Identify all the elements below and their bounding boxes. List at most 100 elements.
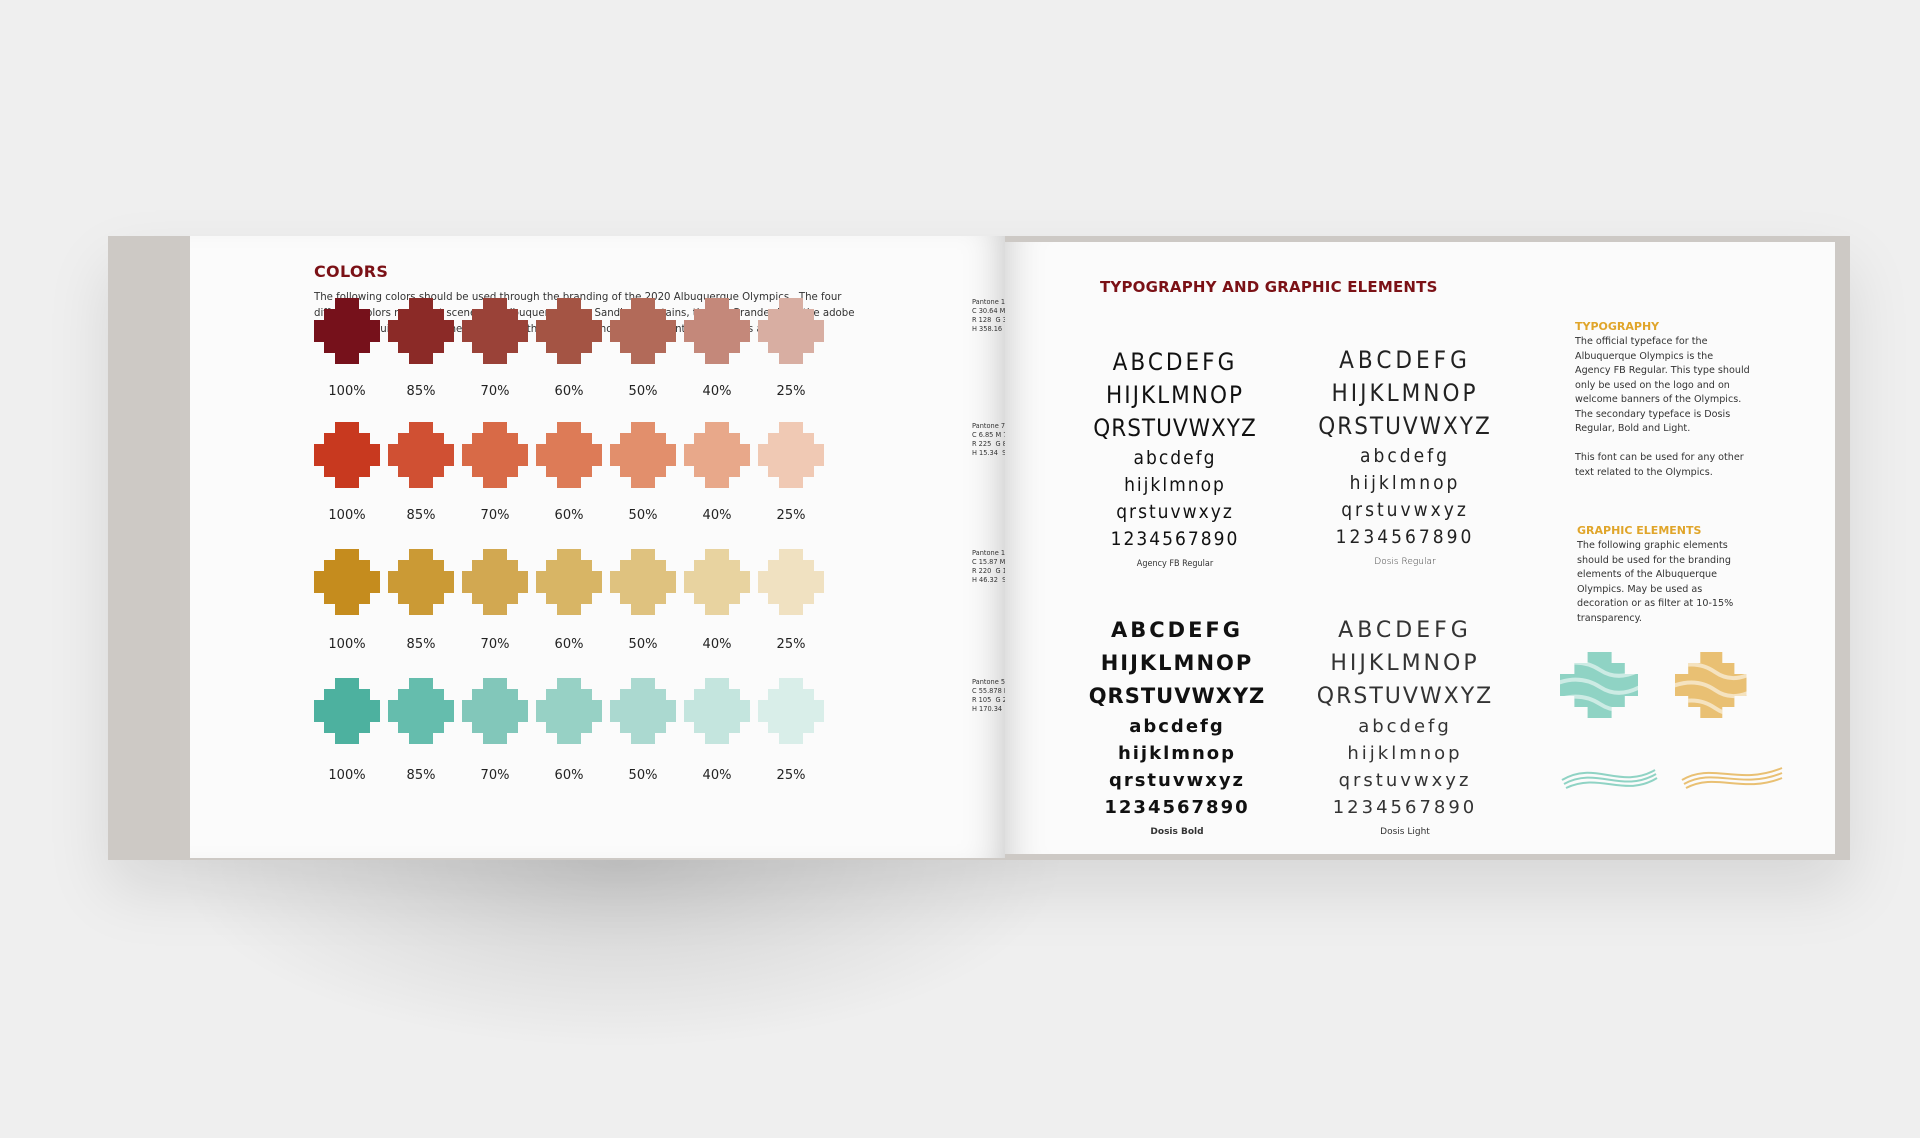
- color-swatch: [388, 298, 454, 364]
- tint-label: 50%: [628, 508, 658, 523]
- specimen-caption: Dosis Regular: [1374, 557, 1436, 567]
- color-swatch: [314, 678, 380, 744]
- specimen-caption: Dosis Light: [1380, 827, 1430, 837]
- specimen-line: 1234567890: [1104, 797, 1250, 818]
- gold-cross-pattern: [1675, 652, 1747, 718]
- specimen-line: qrstuvwxyz: [1341, 499, 1469, 521]
- tint-label: 100%: [328, 508, 366, 523]
- palette-row-adobe-orange: 100% 85% 70% 60% 50% 40% 25% Pantone 7579 C C 6…: [314, 422, 1005, 532]
- graphic-elements-samples: [1560, 652, 1783, 789]
- typography-title: TYPOGRAPHY AND GRAPHIC ELEMENTS: [1100, 278, 1438, 296]
- tint-label: 60%: [554, 768, 584, 783]
- specimen-line: hijklmnop: [1124, 474, 1226, 496]
- specimen-line: hijklmnop: [1347, 743, 1463, 764]
- tint-label: 25%: [776, 508, 806, 523]
- tint-label: 50%: [628, 384, 658, 399]
- color-spec: Pantone 1815 C C 30.64 M 92.5 Y 82.14 K …: [972, 298, 1005, 333]
- tint-label: 40%: [702, 768, 732, 783]
- color-swatch: [314, 422, 380, 488]
- color-swatch: [314, 298, 380, 364]
- specimen-line: abcdefg: [1360, 445, 1450, 467]
- specimen-line: QRSTUVWXYZ: [1088, 684, 1266, 708]
- specimen-line: 1234567890: [1110, 528, 1240, 550]
- specimen-dosis-regular: ABCDEFG HIJKLMNOP QRSTUVWXYZ abcdefg hij…: [1300, 344, 1510, 567]
- color-swatch: [536, 422, 602, 488]
- specimen-line: qrstuvwxyz: [1108, 770, 1246, 791]
- tint-label: 70%: [480, 768, 510, 783]
- tint-label: 25%: [776, 768, 806, 783]
- specimen-dosis-bold: ABCDEFG HIJKLMNOP QRSTUVWXYZ abcdefg hij…: [1067, 614, 1287, 837]
- tint-label: 85%: [406, 384, 436, 399]
- typography-notes: TYPOGRAPHY The official typeface for the…: [1575, 320, 1750, 480]
- tint-label: 70%: [480, 637, 510, 652]
- specimen-line: ABCDEFG: [1110, 618, 1244, 642]
- color-swatch: [758, 422, 824, 488]
- tint-label: 50%: [628, 637, 658, 652]
- specimen-line: qrstuvwxyz: [1116, 501, 1234, 523]
- tint-label: 70%: [480, 508, 510, 523]
- specimen-line: QRSTUVWXYZ: [1318, 412, 1492, 440]
- color-swatch: [462, 678, 528, 744]
- tint-label: 60%: [554, 384, 584, 399]
- specimen-caption: Agency FB Regular: [1136, 559, 1214, 569]
- tint-label: 25%: [776, 637, 806, 652]
- specimen-agency-fb: ABCDEFG HIJKLMNOP QRSTUVWXYZ abcdefg hij…: [1090, 346, 1260, 569]
- color-swatch: [314, 549, 380, 615]
- colors-page: COLORS The following colors should be us…: [190, 236, 1005, 858]
- color-swatch: [388, 678, 454, 744]
- specimen-line: ABCDEFG: [1339, 346, 1471, 374]
- specimen-line: ABCDEFG: [1112, 348, 1238, 376]
- specimen-line: HIJKLMNOP: [1100, 651, 1254, 675]
- typography-page: TYPOGRAPHY AND GRAPHIC ELEMENTS ABCDEFG …: [1005, 242, 1835, 854]
- color-swatch: [684, 678, 750, 744]
- tint-label: 40%: [702, 384, 732, 399]
- color-swatch: [462, 549, 528, 615]
- tint-label: 100%: [328, 637, 366, 652]
- color-swatch: [536, 549, 602, 615]
- color-swatch: [536, 298, 602, 364]
- palette-row-river-teal: 100% 85% 70% 60% 50% 40% 25% Pantone 570 C C 55…: [314, 678, 1005, 788]
- specimen-line: HIJKLMNOP: [1331, 379, 1479, 407]
- specimen-line: QRSTUVWXYZ: [1316, 684, 1494, 709]
- color-swatch: [536, 678, 602, 744]
- color-spec: Pantone 110 C C 15.87 M 31.33 Y 100 K 0.…: [972, 549, 1005, 584]
- tint-label: 40%: [702, 637, 732, 652]
- specimen-line: HIJKLMNOP: [1330, 651, 1480, 676]
- gold-wave-ribbon: [1681, 767, 1783, 789]
- graphic-elements-heading: GRAPHIC ELEMENTS: [1577, 524, 1702, 537]
- color-swatch: [610, 678, 676, 744]
- specimen-caption: Dosis Bold: [1150, 827, 1204, 837]
- color-swatch: [388, 422, 454, 488]
- teal-wave-ribbon: [1561, 769, 1658, 789]
- tint-label: 85%: [406, 637, 436, 652]
- color-swatch: [684, 298, 750, 364]
- specimen-line: hijklmnop: [1117, 743, 1237, 764]
- book-shadow: [170, 860, 1070, 1050]
- palette-row-sunny-gold: 100% 85% 70% 60% 50% 40% 25% Pantone 110 C C 15…: [314, 549, 1005, 659]
- tint-label: 85%: [406, 508, 436, 523]
- tint-label: 25%: [776, 384, 806, 399]
- teal-cross-pattern: [1560, 652, 1638, 718]
- specimen-line: hijklmnop: [1349, 472, 1461, 494]
- tint-label: 60%: [554, 508, 584, 523]
- specimen-line: abcdefg: [1133, 447, 1217, 469]
- specimen-line: QRSTUVWXYZ: [1093, 414, 1257, 442]
- specimen-line: 1234567890: [1332, 797, 1478, 818]
- color-swatch: [758, 298, 824, 364]
- tint-label: 60%: [554, 637, 584, 652]
- color-swatch: [462, 422, 528, 488]
- color-spec: Pantone 7579 C C 6.85 M 79.55 Y 7.93 K 0…: [972, 422, 1005, 457]
- color-swatch: [610, 298, 676, 364]
- tint-label: 85%: [406, 768, 436, 783]
- specimen-line: 1234567890: [1335, 526, 1475, 548]
- color-swatch: [758, 549, 824, 615]
- specimen-line: qrstuvwxyz: [1338, 770, 1472, 791]
- color-swatch: [758, 678, 824, 744]
- specimen-line: HIJKLMNOP: [1106, 381, 1244, 409]
- color-swatch: [610, 422, 676, 488]
- specimen-dosis-light: ABCDEFG HIJKLMNOP QRSTUVWXYZ abcdefg hij…: [1300, 614, 1510, 837]
- tint-label: 40%: [702, 508, 732, 523]
- color-spec: Pantone 570 C C 55.878 M 0 Y 33.62 K 0 R…: [972, 678, 1005, 713]
- specimen-line: abcdefg: [1129, 716, 1225, 737]
- color-swatch: [462, 298, 528, 364]
